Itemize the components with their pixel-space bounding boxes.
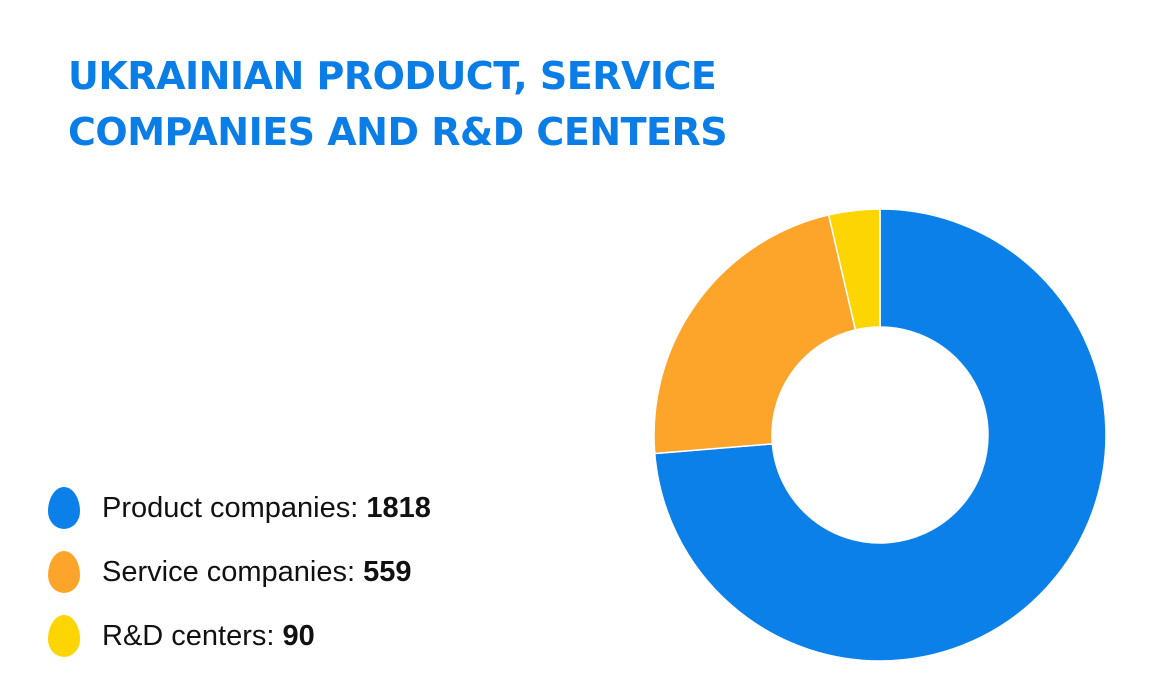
legend-text-product-companies: Product companies: 1818 xyxy=(102,492,431,525)
legend-label-rd-centers: R&D centers: xyxy=(102,619,283,652)
legend-marker-service-companies xyxy=(48,551,80,593)
legend-value-product-companies: 1818 xyxy=(366,491,431,524)
chart-title: UKRAINIAN PRODUCT, SERVICE COMPANIES AND… xyxy=(68,48,788,160)
legend-label-product-companies: Product companies: xyxy=(102,491,367,524)
legend-item-service-companies: Service companies: 559 xyxy=(48,540,431,604)
legend-label-service-companies: Service companies: xyxy=(102,555,364,588)
legend-item-product-companies: Product companies: 1818 xyxy=(48,476,431,540)
legend-value-service-companies: 559 xyxy=(363,555,412,588)
donut-slice-product-companies xyxy=(653,208,1107,662)
legend-marker-product-companies xyxy=(48,487,80,529)
chart-title-line-2: COMPANIES AND R&D CENTERS xyxy=(68,110,728,154)
chart-title-line-1: UKRAINIAN PRODUCT, SERVICE xyxy=(68,54,717,98)
legend-text-service-companies: Service companies: 559 xyxy=(102,556,412,589)
legend-value-rd-centers: 90 xyxy=(282,619,315,652)
donut-chart xyxy=(653,208,1107,662)
donut-slice-service-companies xyxy=(653,214,857,455)
donut-slice-r-d-centers xyxy=(827,208,881,331)
legend-item-rd-centers: R&D centers: 90 xyxy=(48,604,431,668)
legend-marker-rd-centers xyxy=(48,615,80,657)
legend-text-rd-centers: R&D centers: 90 xyxy=(102,620,315,653)
chart-legend: Product companies: 1818 Service companie… xyxy=(48,476,431,668)
